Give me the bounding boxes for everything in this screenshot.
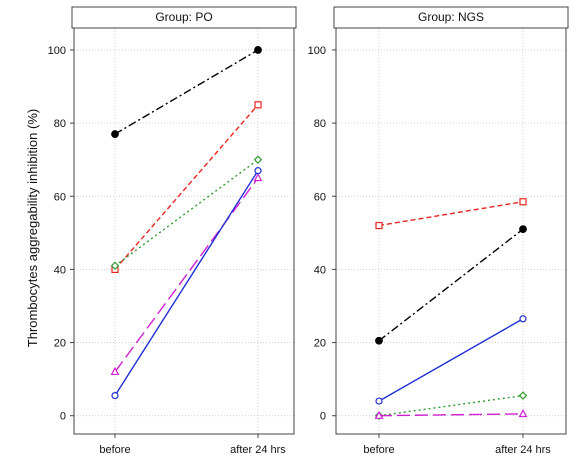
plot-frame <box>335 27 567 435</box>
series-1 <box>375 225 527 345</box>
x-tick-label: after 24 hrs <box>230 444 286 456</box>
data-point <box>110 261 120 270</box>
x-tick-label: before <box>363 444 394 456</box>
series-line <box>378 318 524 402</box>
data-point <box>518 391 528 400</box>
series-2 <box>111 101 262 274</box>
series-5 <box>375 315 527 405</box>
series-3 <box>110 155 263 270</box>
x-tick-label: before <box>99 444 130 456</box>
series-line <box>378 228 524 342</box>
series-5 <box>111 167 262 400</box>
series-line <box>114 177 259 373</box>
series-line <box>114 170 259 396</box>
series-2 <box>375 198 527 230</box>
series-4 <box>110 173 263 376</box>
data-point <box>110 366 120 376</box>
panel-title: Group: NGS <box>418 10 484 24</box>
series-line <box>114 104 259 270</box>
data-point <box>111 130 119 138</box>
series-line <box>114 159 259 267</box>
y-axis-label: Thrombocytes aggregability inhibition (%… <box>25 109 40 347</box>
series-line <box>378 413 524 417</box>
series-line <box>114 49 259 135</box>
plot-frame <box>73 27 295 435</box>
y-tick-label: 40 <box>314 264 326 276</box>
y-tick-label: 0 <box>320 411 326 423</box>
data-point <box>253 155 263 164</box>
y-tick-label: 0 <box>60 411 66 423</box>
data-point <box>375 397 383 405</box>
y-tick-label: 60 <box>54 191 66 203</box>
y-tick-label: 80 <box>314 118 326 130</box>
y-tick-label: 100 <box>308 45 326 57</box>
data-point <box>519 315 527 323</box>
data-point <box>374 410 384 419</box>
y-tick-label: 40 <box>54 264 66 276</box>
data-point <box>519 225 527 234</box>
panel-2: Group: NGS 0 20 40 60 80 100 before after 24 hrs <box>308 6 569 456</box>
data-point <box>375 336 383 345</box>
y-tick-label: 60 <box>314 191 326 203</box>
data-point <box>254 167 262 175</box>
data-point <box>254 101 262 109</box>
data-point <box>254 46 262 54</box>
series-line <box>378 201 524 227</box>
y-tick-label: 80 <box>54 118 66 130</box>
series-4 <box>374 409 528 419</box>
series-1 <box>111 46 262 138</box>
data-point <box>111 391 119 400</box>
series-line <box>378 394 524 417</box>
data-point <box>518 409 528 418</box>
y-tick-label: 20 <box>54 338 66 350</box>
y-tick-label: 20 <box>314 338 326 350</box>
data-point <box>375 221 383 230</box>
data-point <box>253 173 263 182</box>
x-tick-label: after 24 hrs <box>495 444 551 456</box>
data-point <box>519 198 527 206</box>
panel-title: Group: PO <box>155 10 212 24</box>
panel-1: Group: PO 0 20 40 60 80 100 before after 24 hrs <box>48 6 297 456</box>
y-tick-label: 100 <box>48 45 66 57</box>
